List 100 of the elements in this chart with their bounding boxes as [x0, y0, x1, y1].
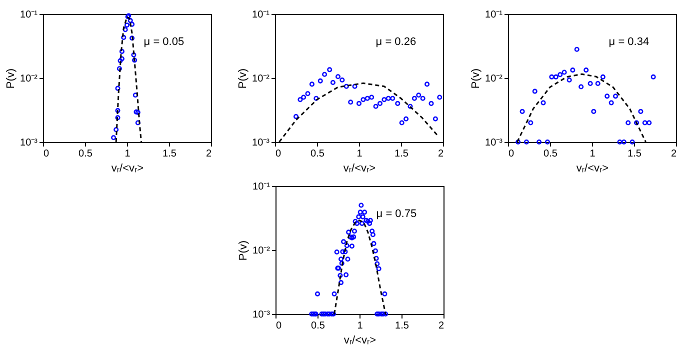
point [344, 243, 350, 248]
point [600, 74, 606, 80]
point [356, 214, 362, 220]
point [341, 239, 346, 244]
point [115, 115, 120, 120]
point [390, 96, 396, 101]
point [339, 260, 344, 266]
point [650, 74, 656, 80]
x-tick-label: 0 [276, 148, 282, 160]
x-tick-label: 0.5 [311, 320, 326, 332]
point [595, 81, 600, 86]
point [553, 74, 558, 80]
annotation: μ = 0.05 [144, 36, 184, 48]
y-tick-label: 10⁻¹ [252, 182, 271, 192]
point [338, 280, 344, 286]
point [356, 100, 362, 106]
point [351, 234, 356, 240]
point [119, 56, 124, 62]
point [309, 82, 314, 87]
point [383, 311, 388, 317]
point [352, 84, 358, 89]
point [630, 139, 635, 145]
point [360, 220, 365, 226]
point [399, 120, 404, 126]
point [338, 272, 343, 278]
x-tick-label: 1 [124, 148, 131, 160]
point [544, 139, 550, 145]
point [369, 94, 374, 100]
point [638, 108, 644, 114]
point [516, 139, 521, 145]
point [520, 108, 525, 114]
point [322, 72, 328, 77]
x-tick-label: 2 [670, 148, 677, 160]
point [367, 220, 372, 226]
y-tick-label: 10⁻² [20, 74, 38, 84]
point [344, 272, 349, 278]
point [124, 22, 130, 28]
y-axis-title: P(v) [237, 68, 250, 89]
point [412, 96, 417, 101]
point [358, 210, 363, 215]
point [135, 120, 140, 126]
point [536, 139, 542, 145]
x-tick-label: 2 [206, 148, 212, 160]
point [346, 230, 352, 235]
y-tick-label: 10⁻² [252, 246, 271, 256]
point [114, 127, 119, 132]
y-tick-label: 10⁻¹ [485, 10, 504, 20]
point [132, 58, 138, 63]
point [130, 36, 135, 41]
x-tick-label: 1.5 [628, 148, 642, 160]
point [408, 104, 413, 109]
point [314, 96, 319, 101]
point [348, 100, 354, 105]
point [528, 120, 534, 126]
point [115, 108, 120, 114]
point [122, 27, 128, 32]
point [340, 249, 346, 254]
point [382, 97, 387, 102]
y-tick-label: 10⁻² [485, 74, 504, 84]
point [621, 139, 626, 145]
point [349, 244, 354, 249]
point [424, 82, 430, 87]
point [626, 120, 631, 126]
x-tick-label: 0 [276, 320, 282, 332]
point [338, 256, 344, 262]
x-tick-label: 1.5 [394, 148, 409, 160]
point [332, 291, 337, 296]
point [352, 228, 357, 234]
x-tick-label: 0.5 [310, 148, 325, 160]
x-tick-label: 1 [357, 320, 364, 332]
point [395, 100, 400, 106]
point [128, 18, 133, 24]
point [428, 100, 434, 106]
point [420, 96, 426, 101]
annotation: μ = 0.26 [376, 36, 416, 48]
point [373, 104, 378, 109]
point [382, 291, 388, 296]
point [334, 250, 340, 255]
annotation: μ = 0.75 [376, 208, 417, 220]
point [570, 68, 576, 73]
point [376, 266, 382, 272]
point [327, 67, 332, 72]
point [608, 100, 614, 106]
point [318, 78, 323, 84]
point [111, 135, 116, 140]
point [646, 120, 652, 126]
point [574, 46, 580, 52]
point [613, 94, 618, 99]
point [354, 220, 360, 226]
point [642, 120, 648, 126]
x-tick-label: 2 [438, 148, 444, 160]
y-tick-label: 10⁻¹ [20, 10, 38, 20]
point [115, 86, 120, 91]
point [374, 256, 379, 261]
point [118, 58, 123, 64]
point [360, 214, 366, 220]
point [404, 116, 409, 122]
point [370, 228, 375, 234]
x-tick-label: 1.5 [395, 320, 410, 332]
point [131, 52, 136, 58]
